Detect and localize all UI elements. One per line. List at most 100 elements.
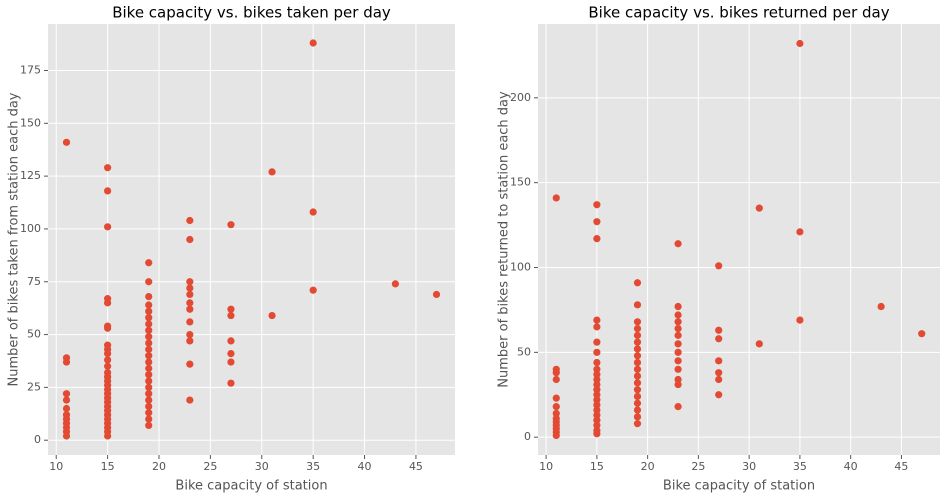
- point: [674, 324, 682, 333]
- point: [552, 431, 560, 440]
- point: [593, 396, 601, 404]
- point: [633, 345, 642, 353]
- point: [877, 302, 885, 311]
- point: [186, 305, 194, 313]
- point: [593, 235, 601, 243]
- point: [674, 348, 682, 356]
- point: [715, 391, 723, 399]
- point: [715, 357, 723, 365]
- y-tick-label: 50: [27, 328, 41, 341]
- point: [633, 399, 642, 407]
- x-tick-label: 25: [691, 460, 705, 473]
- point: [309, 208, 317, 216]
- point: [633, 358, 642, 367]
- point: [593, 370, 601, 378]
- point: [552, 409, 560, 418]
- point: [593, 421, 601, 429]
- point: [633, 413, 642, 421]
- point: [145, 259, 153, 267]
- point: [633, 279, 642, 287]
- y-tick-label: 200: [510, 91, 531, 104]
- point: [633, 318, 642, 326]
- plot-area: [538, 24, 940, 455]
- point: [227, 358, 235, 366]
- point: [633, 331, 642, 339]
- y-axis-label: Number of bikes taken from station each …: [7, 92, 22, 386]
- point: [796, 228, 804, 236]
- point: [674, 375, 682, 384]
- point: [674, 240, 682, 248]
- point: [186, 216, 194, 225]
- point: [715, 335, 723, 343]
- x-tick-label: 20: [641, 460, 655, 473]
- point: [593, 401, 601, 409]
- point: [186, 235, 194, 244]
- point: [593, 358, 601, 367]
- point: [186, 318, 194, 326]
- point: [145, 383, 153, 391]
- point: [104, 432, 112, 440]
- point: [633, 379, 642, 387]
- point: [674, 365, 682, 373]
- point: [186, 284, 194, 292]
- point: [186, 290, 194, 299]
- point: [227, 221, 235, 229]
- point: [145, 320, 153, 328]
- point: [391, 280, 399, 288]
- x-tick-label: 40: [358, 460, 372, 473]
- point: [227, 379, 235, 387]
- point: [633, 324, 642, 333]
- point: [593, 316, 601, 324]
- point: [755, 204, 763, 212]
- y-tick-label: 150: [20, 116, 41, 129]
- point: [186, 278, 194, 286]
- point: [309, 286, 317, 294]
- point: [674, 302, 682, 311]
- x-tick-label: 15: [101, 460, 115, 473]
- x-tick-label: 35: [306, 460, 320, 473]
- point: [674, 403, 682, 411]
- y-tick-label: 100: [510, 260, 531, 273]
- point: [186, 330, 194, 339]
- point: [62, 138, 71, 146]
- point: [227, 305, 235, 313]
- point: [145, 314, 153, 322]
- point: [145, 301, 153, 309]
- y-tick-label: 175: [20, 63, 41, 76]
- point: [62, 358, 71, 366]
- point: [593, 218, 601, 226]
- point: [593, 391, 601, 399]
- point: [593, 430, 601, 438]
- x-tick-label: 40: [844, 460, 858, 473]
- point: [552, 194, 560, 202]
- point: [145, 415, 153, 423]
- point: [227, 337, 235, 345]
- point: [552, 369, 560, 377]
- point: [552, 375, 560, 384]
- x-tick-label: 30: [255, 460, 269, 473]
- point: [62, 404, 71, 413]
- x-axis-label: Bike capacity of station: [663, 479, 815, 494]
- x-tick-label: 30: [742, 460, 756, 473]
- point: [145, 371, 153, 379]
- point: [633, 352, 642, 360]
- x-tick-label: 25: [203, 460, 217, 473]
- y-tick-label: 0: [524, 430, 531, 443]
- point: [715, 375, 723, 384]
- x-tick-label: 10: [539, 460, 553, 473]
- point: [593, 416, 601, 424]
- point: [674, 318, 682, 326]
- point: [715, 326, 723, 334]
- point: [145, 345, 153, 353]
- point: [593, 338, 601, 346]
- y-tick-label: 150: [510, 176, 531, 189]
- y-axis-label: Number of bikes returned to station each…: [497, 91, 512, 388]
- point: [145, 307, 153, 315]
- chart-title: Bike capacity vs. bikes taken per day: [112, 4, 391, 22]
- point: [227, 349, 235, 358]
- point: [593, 386, 601, 394]
- point: [593, 365, 601, 373]
- point: [104, 299, 112, 307]
- chart-title: Bike capacity vs. bikes returned per day: [588, 4, 889, 22]
- point: [145, 326, 153, 334]
